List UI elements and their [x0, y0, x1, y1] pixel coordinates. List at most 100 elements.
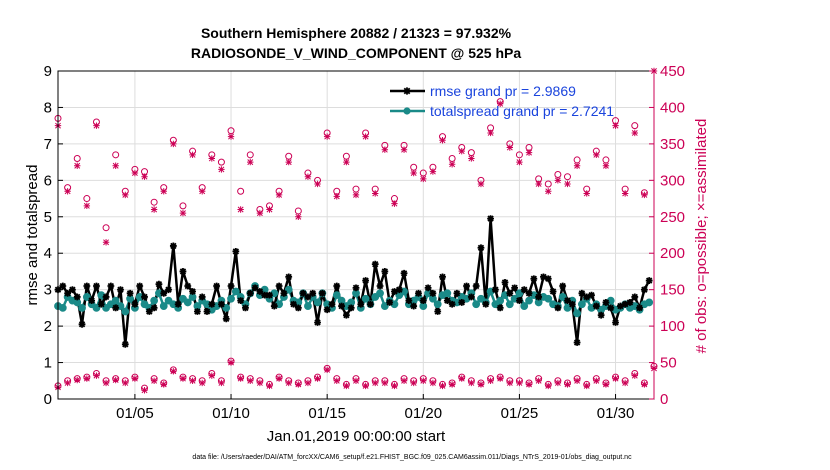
spread-point: [111, 296, 120, 305]
obs-assimilated-point: [621, 379, 629, 387]
rmse-point: [573, 339, 581, 346]
rmse-point: [261, 291, 269, 299]
spread-point: [520, 302, 529, 310]
spread-point: [332, 291, 341, 300]
rmse-point: [165, 286, 172, 294]
rmse-point: [612, 319, 619, 326]
obs-assimilated-point: [631, 129, 638, 137]
tick-label-left: 9: [44, 63, 52, 80]
obs-assimilated-point: [631, 372, 638, 379]
rmse-point: [367, 300, 374, 308]
obs-assimilated-point: [266, 206, 273, 213]
obs-assimilated-point: [573, 377, 581, 384]
obs-assimilated-point: [285, 158, 292, 166]
obs-assimilated-point: [295, 213, 302, 220]
obs-assimilated-point: [122, 379, 129, 387]
tick-label-x: 01/20: [405, 405, 443, 422]
obs-assimilated-point: [458, 375, 465, 382]
tick-label-x: 01/30: [597, 405, 635, 422]
spread-point: [496, 296, 505, 305]
tick-label-left: 3: [44, 282, 52, 299]
spread-point: [525, 296, 533, 305]
obs-assimilated-point: [410, 169, 417, 177]
obs-possible-point: [448, 154, 456, 162]
obs-assimilated-point: [83, 202, 91, 210]
obs-possible-point: [352, 185, 360, 193]
obs-assimilated-point: [420, 175, 427, 183]
legend-swatch-marker: [403, 107, 411, 115]
rmse-point: [275, 282, 283, 290]
left-y-axis: 0 1 2 3 4 5 6 7 8 9: [44, 63, 63, 408]
obs-assimilated-point: [564, 180, 571, 188]
obs-possible-point: [150, 198, 158, 206]
obs-assimilated-point: [179, 209, 187, 217]
obs-assimilated-point: [506, 379, 514, 387]
obs-possible-point: [515, 151, 523, 159]
rmse-point: [386, 299, 394, 306]
rmse-point: [640, 286, 648, 294]
obs-possible-point: [102, 224, 110, 232]
chart-title-line1: Southern Hemisphere 20882 / 21323 = 97.9…: [201, 25, 512, 41]
rmse-point: [410, 302, 418, 310]
obs-possible-point: [410, 163, 418, 171]
obs-assimilated-point: [295, 381, 302, 388]
obs-possible-point: [285, 152, 293, 160]
obs-assimilated-point: [141, 387, 148, 394]
obs-assimilated-point: [131, 169, 139, 177]
y-axis-label-right: # of obs: o=possible; ×=assimilated: [693, 119, 710, 354]
obs-assimilated-point: [314, 375, 321, 382]
rmse-point: [621, 300, 629, 308]
rmse-point: [251, 284, 259, 292]
rmse-point: [131, 300, 139, 308]
obs-assimilated-point: [641, 381, 648, 388]
spread-point: [58, 303, 67, 312]
rmse-point: [583, 293, 591, 301]
tick-label-right: 450: [660, 63, 685, 80]
rmse-line: [57, 217, 651, 346]
rmse-point: [102, 293, 110, 301]
tick-label-left: 0: [44, 391, 52, 408]
rmse-point: [448, 300, 456, 308]
tick-label-x: 01/05: [116, 405, 154, 422]
grid: [58, 71, 654, 399]
obs-assimilated-point: [64, 379, 71, 387]
rmse-point: [419, 297, 427, 304]
obs-possible-point: [631, 122, 639, 130]
obs-assimilated-point: [74, 376, 81, 384]
obs-possible-point: [237, 187, 245, 195]
rmse-point: [636, 304, 643, 312]
rmse-point: [645, 277, 653, 284]
tick-label-right: 350: [660, 136, 685, 153]
tick-label-right: 250: [660, 209, 685, 226]
obs-possible-point: [294, 207, 302, 215]
rmse-point: [362, 277, 370, 284]
rmse-point: [511, 284, 519, 292]
obs-assimilated-point: [237, 375, 244, 382]
rmse-point: [424, 284, 432, 292]
rmse-point: [285, 273, 293, 281]
rmse-point: [179, 268, 187, 275]
obs-assimilated-point: [112, 162, 119, 169]
obs-assimilated-point: [170, 368, 177, 375]
obs-assimilated-point: [400, 377, 408, 384]
obs-assimilated-point: [468, 155, 475, 162]
obs-assimilated-point: [468, 379, 475, 387]
obs-assimilated-point: [535, 377, 542, 384]
obs-assimilated-point: [487, 129, 494, 137]
obs-assimilated-point: [352, 377, 360, 384]
obs-assimilated-point: [323, 133, 331, 140]
spread-point: [227, 294, 235, 303]
obs-assimilated-point: [122, 191, 129, 199]
rmse-point: [352, 284, 360, 292]
line-series: [54, 215, 654, 348]
obs-assimilated-point: [458, 147, 465, 155]
right-y-axis: 0 50 100 150 200 250 300 350 400 450: [649, 63, 685, 408]
tick-label-x: 01/15: [308, 405, 346, 422]
spread-point: [578, 300, 586, 309]
chart-title-line2: RADIOSONDE_V_WIND_COMPONENT @ 525 hPa: [191, 45, 521, 61]
obs-assimilated-point: [516, 379, 523, 387]
obs-assimilated-point: [198, 379, 206, 387]
obs-assimilated-point: [83, 375, 91, 382]
spread-point: [121, 307, 130, 316]
rmse-point: [160, 289, 168, 297]
